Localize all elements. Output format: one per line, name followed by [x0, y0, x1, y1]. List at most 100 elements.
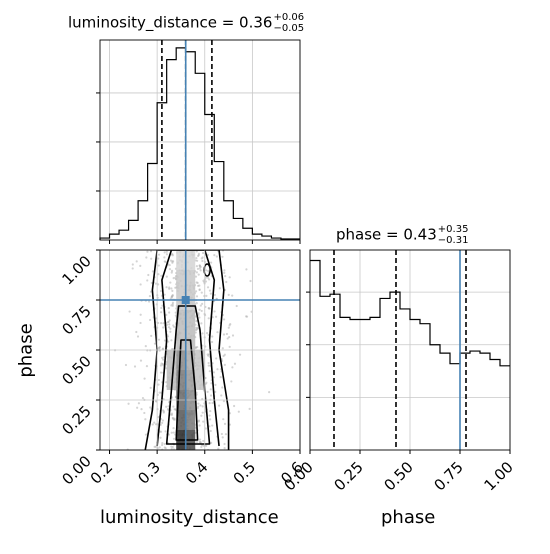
scatter-point [198, 264, 201, 267]
scatter-point [215, 357, 218, 360]
scatter-point [237, 410, 240, 413]
scatter-point [170, 271, 173, 274]
contour-level-4 [175, 339, 199, 441]
x-tick-label-phase: 0.75 [430, 458, 466, 494]
scatter-point [170, 295, 173, 298]
scatter-point [163, 339, 167, 342]
y-tick-label-phase: 1.00 [58, 252, 94, 288]
scatter-point [171, 445, 174, 449]
scatter-point [201, 302, 204, 305]
scatter-point [195, 441, 199, 444]
scatter-point [223, 271, 226, 274]
scatter-point [205, 294, 208, 297]
scatter-point [222, 418, 225, 421]
scatter-point [214, 383, 217, 386]
scatter-point [165, 286, 168, 289]
scatter-point [235, 304, 238, 308]
scatter-point [200, 309, 203, 313]
scatter-point [148, 295, 152, 298]
scatter-point [209, 418, 212, 421]
scatter-point [167, 326, 171, 329]
scatter-point [197, 254, 200, 258]
scatter-point [194, 290, 198, 293]
scatter-point [209, 388, 212, 391]
scatter-point [197, 402, 200, 405]
scatter-point [199, 404, 202, 407]
scatter-point [195, 271, 198, 274]
scatter-point [197, 419, 201, 422]
scatter-point [172, 277, 175, 280]
scatter-point [141, 396, 145, 400]
density-group [100, 250, 271, 450]
scatter-point [211, 424, 214, 427]
scatter-point [194, 346, 197, 349]
scatter-point [201, 397, 204, 401]
scatter-point [249, 279, 252, 283]
scatter-point [144, 345, 147, 348]
scatter-point [194, 275, 198, 278]
scatter-point [200, 291, 203, 294]
y-tick-label-phase: 0.50 [58, 352, 94, 388]
scatter-point [223, 422, 227, 425]
scatter-point [200, 257, 203, 260]
scatter-point [209, 394, 213, 397]
scatter-point [171, 289, 174, 292]
scatter-point [200, 445, 203, 449]
scatter-point [167, 306, 170, 310]
lum-title-prefix: luminosity_distance = 0.36 [68, 13, 273, 32]
scatter-point [207, 364, 210, 367]
scatter-point [168, 264, 171, 267]
scatter-point [230, 380, 233, 383]
scatter-point [223, 442, 226, 446]
scatter-point [208, 370, 211, 373]
panel2d-truth-marker [181, 296, 190, 304]
scatter-point [127, 402, 130, 405]
scatter-point [216, 368, 219, 371]
scatter-point [223, 363, 226, 366]
scatter-point [170, 431, 173, 434]
scatter-point [145, 256, 148, 259]
scatter-point [167, 340, 170, 343]
scatter-point [144, 433, 148, 436]
phase-title: phase = 0.43 +0.35 −0.31 [336, 224, 468, 246]
scatter-point [205, 444, 208, 447]
scatter-point [209, 292, 212, 295]
scatter-point [164, 430, 167, 433]
scatter-point [154, 445, 157, 448]
scatter-point [154, 423, 158, 426]
scatter-point [161, 409, 165, 412]
scatter-point [162, 322, 165, 325]
scatter-point [233, 404, 236, 408]
scatter-point [172, 437, 176, 440]
scatter-point [147, 300, 151, 303]
x-tick-label-luminosity: 0.5 [230, 458, 260, 488]
scatter-point [245, 315, 248, 318]
scatter-point [211, 401, 214, 405]
scatter-point [170, 304, 173, 307]
x-tick-label-phase: 0.50 [380, 458, 416, 494]
scatter-point [208, 425, 211, 428]
scatter-point [207, 317, 210, 320]
scatter-point [201, 332, 204, 335]
scatter-point [199, 441, 202, 444]
scatter-point [217, 404, 221, 407]
scatter-point [195, 302, 198, 305]
scatter-point [169, 281, 172, 284]
scatter-point [158, 391, 161, 394]
scatter-point [124, 363, 128, 367]
x-axis-label-phase: phase [381, 507, 436, 528]
scatter-point [169, 327, 172, 330]
scatter-point [145, 364, 149, 368]
contour-level-2 [156, 250, 220, 447]
scatter-point [209, 429, 212, 433]
scatter-point [140, 408, 143, 411]
scatter-point [159, 371, 163, 374]
scatter-point [228, 345, 231, 348]
scatter-point [195, 295, 199, 298]
scatter-point [212, 371, 215, 374]
scatter-point [225, 332, 229, 336]
scatter-point [151, 423, 154, 426]
scatter-point [201, 251, 205, 255]
density-cell [176, 350, 186, 370]
scatter-point [224, 433, 228, 436]
